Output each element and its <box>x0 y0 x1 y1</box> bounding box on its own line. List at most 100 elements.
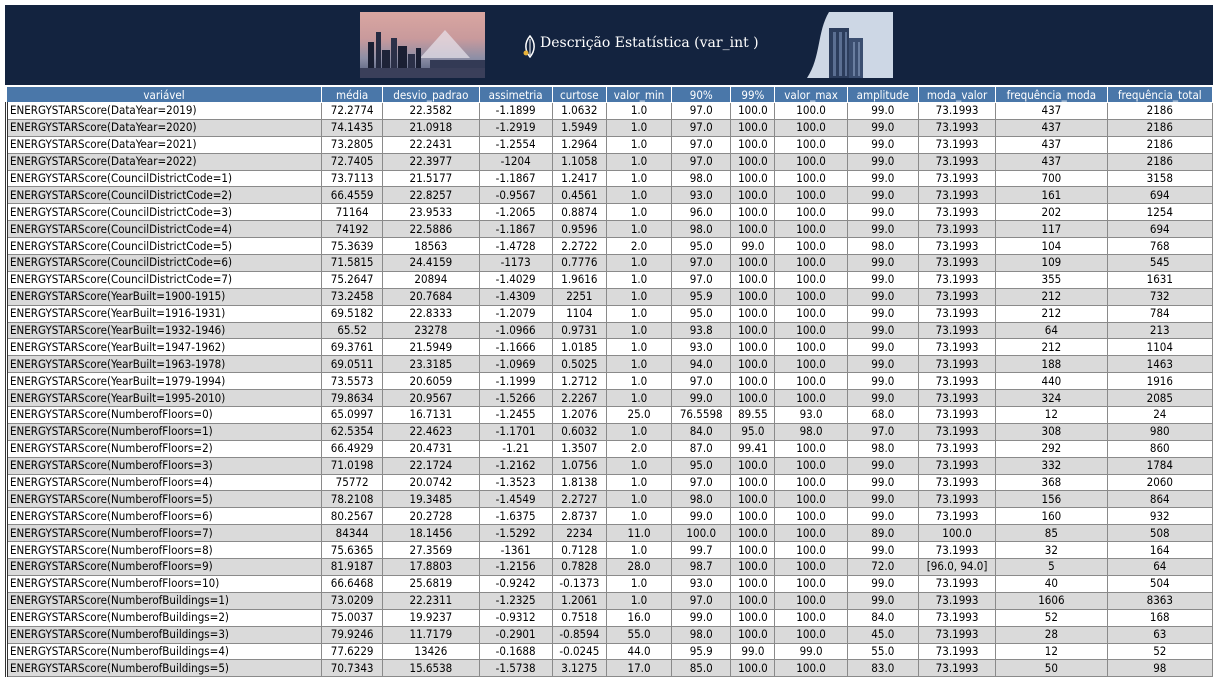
value-cell: 99.0 <box>846 169 919 188</box>
value-cell: -1.1666 <box>478 338 553 357</box>
value-cell: 1.2076 <box>551 406 607 424</box>
value-cell: 3158 <box>1106 169 1214 188</box>
value-cell: 73.1993 <box>917 591 997 610</box>
value-cell: 87.0 <box>671 439 732 458</box>
value-cell: 2085 <box>1106 389 1214 408</box>
column-header: frequência_moda <box>995 86 1108 103</box>
value-cell: 212 <box>995 304 1108 323</box>
variable-cell: ENERGYSTARScore(YearBuilt=1995-2010) <box>4 389 323 408</box>
value-cell: -1.2065 <box>478 203 553 222</box>
value-cell: -1.4029 <box>478 270 553 289</box>
variable-cell: ENERGYSTARScore(DataYear=2019) <box>4 102 323 120</box>
variable-cell: ENERGYSTARScore(YearBuilt=1979-1994) <box>4 372 323 391</box>
value-cell: -0.2901 <box>478 625 553 644</box>
value-cell: 78.2108 <box>321 490 384 509</box>
value-cell: 100.0 <box>774 608 848 627</box>
table-row: ENERGYSTARScore(NumberofFloors=3) 71.0198… <box>4 456 1214 475</box>
value-cell: 104 <box>995 237 1108 256</box>
value-cell: 75.0037 <box>321 608 384 627</box>
value-cell: 73.1993 <box>917 270 997 289</box>
value-cell: 23.9533 <box>382 203 480 222</box>
value-cell: 95.0 <box>671 304 732 323</box>
value-cell: 100.0 <box>774 169 848 188</box>
value-cell: -1173 <box>478 254 553 272</box>
value-cell: 99.0 <box>671 507 732 526</box>
value-cell: -1.1867 <box>478 220 553 239</box>
value-cell: 0.4561 <box>551 186 607 205</box>
value-cell: 73.1993 <box>917 659 997 678</box>
value-cell: 932 <box>1106 507 1214 526</box>
value-cell: 100.0 <box>774 135 848 154</box>
table-row: ENERGYSTARScore(CouncilDistrictCode=1) 73… <box>4 169 1214 188</box>
value-cell: 99.0 <box>846 304 919 323</box>
value-cell: 71.5815 <box>321 254 384 272</box>
value-cell: 23278 <box>382 321 480 340</box>
value-cell: 100.0 <box>730 321 776 340</box>
value-cell: 100.0 <box>730 541 776 560</box>
value-cell: 97.0 <box>671 135 732 154</box>
value-cell: 99.0 <box>846 490 919 509</box>
table-row: ENERGYSTARScore(NumberofFloors=2) 66.4929… <box>4 439 1214 458</box>
value-cell: 8363 <box>1106 591 1214 610</box>
value-cell: 63 <box>1106 625 1214 644</box>
value-cell: 73.1993 <box>917 625 997 644</box>
value-cell: 81.9187 <box>321 558 384 576</box>
value-cell: 2251 <box>551 287 607 306</box>
value-cell: 45.0 <box>846 625 919 644</box>
value-cell: 1916 <box>1106 372 1214 391</box>
value-cell: 2.8737 <box>551 507 607 526</box>
value-cell: 73.1993 <box>917 220 997 239</box>
value-cell: 17.8803 <box>382 558 480 576</box>
value-cell: 1.0 <box>605 338 673 357</box>
value-cell: 100.0 <box>774 541 848 560</box>
value-cell: 100.0 <box>774 254 848 272</box>
value-cell: 768 <box>1106 237 1214 256</box>
value-cell: 1.0185 <box>551 338 607 357</box>
table-row: ENERGYSTARScore(CouncilDistrictCode=4) 74… <box>4 220 1214 239</box>
table-row: ENERGYSTARScore(NumberofBuildings=2) 75.0… <box>4 608 1214 627</box>
value-cell: 97.0 <box>671 473 732 492</box>
value-cell: 202 <box>995 203 1108 222</box>
value-cell: 40 <box>995 574 1108 593</box>
value-cell: 73.1993 <box>917 642 997 661</box>
table-row: ENERGYSTARScore(NumberofFloors=6) 80.2567… <box>4 507 1214 526</box>
value-cell: 55.0 <box>846 642 919 661</box>
variable-cell: ENERGYSTARScore(NumberofFloors=4) <box>4 473 323 492</box>
value-cell: 27.3569 <box>382 541 480 560</box>
value-cell: 71164 <box>321 203 384 222</box>
value-cell: 73.1993 <box>917 321 997 340</box>
variable-cell: ENERGYSTARScore(YearBuilt=1963-1978) <box>4 355 323 374</box>
value-cell: 69.0511 <box>321 355 384 374</box>
variable-cell: ENERGYSTARScore(NumberofFloors=8) <box>4 541 323 560</box>
value-cell: 0.8874 <box>551 203 607 222</box>
value-cell: 12 <box>995 642 1108 661</box>
value-cell: -0.9312 <box>478 608 553 627</box>
value-cell: 73.1993 <box>917 287 997 306</box>
value-cell: 2186 <box>1106 102 1214 120</box>
value-cell: 100.0 <box>730 338 776 357</box>
value-cell: 99.7 <box>671 541 732 560</box>
column-header: 90% <box>671 86 732 103</box>
value-cell: -1.4309 <box>478 287 553 306</box>
value-cell: 52 <box>1106 642 1214 661</box>
value-cell: 97.0 <box>671 254 732 272</box>
variable-cell: ENERGYSTARScore(CouncilDistrictCode=4) <box>4 220 323 239</box>
variable-cell: ENERGYSTARScore(NumberofFloors=7) <box>4 524 323 543</box>
value-cell: 100.0 <box>730 220 776 239</box>
value-cell: 100.0 <box>774 372 848 391</box>
value-cell: 864 <box>1106 490 1214 509</box>
value-cell: 73.1993 <box>917 372 997 391</box>
table-row: ENERGYSTARScore(NumberofFloors=4) 75772 20… <box>4 473 1214 492</box>
value-cell: 100.0 <box>774 524 848 543</box>
table-row: ENERGYSTARScore(NumberofBuildings=4) 77.6… <box>4 642 1214 661</box>
value-cell: 98.0 <box>846 439 919 458</box>
table-row: ENERGYSTARScore(NumberofFloors=8) 75.6365… <box>4 541 1214 560</box>
value-cell: 1.0 <box>605 287 673 306</box>
value-cell: 97.0 <box>671 102 732 120</box>
value-cell: -1361 <box>478 541 553 560</box>
value-cell: 20.7684 <box>382 287 480 306</box>
variable-cell: ENERGYSTARScore(NumberofFloors=10) <box>4 574 323 593</box>
value-cell: 22.3977 <box>382 152 480 171</box>
value-cell: 1.0 <box>605 118 673 137</box>
value-cell: 21.0918 <box>382 118 480 137</box>
